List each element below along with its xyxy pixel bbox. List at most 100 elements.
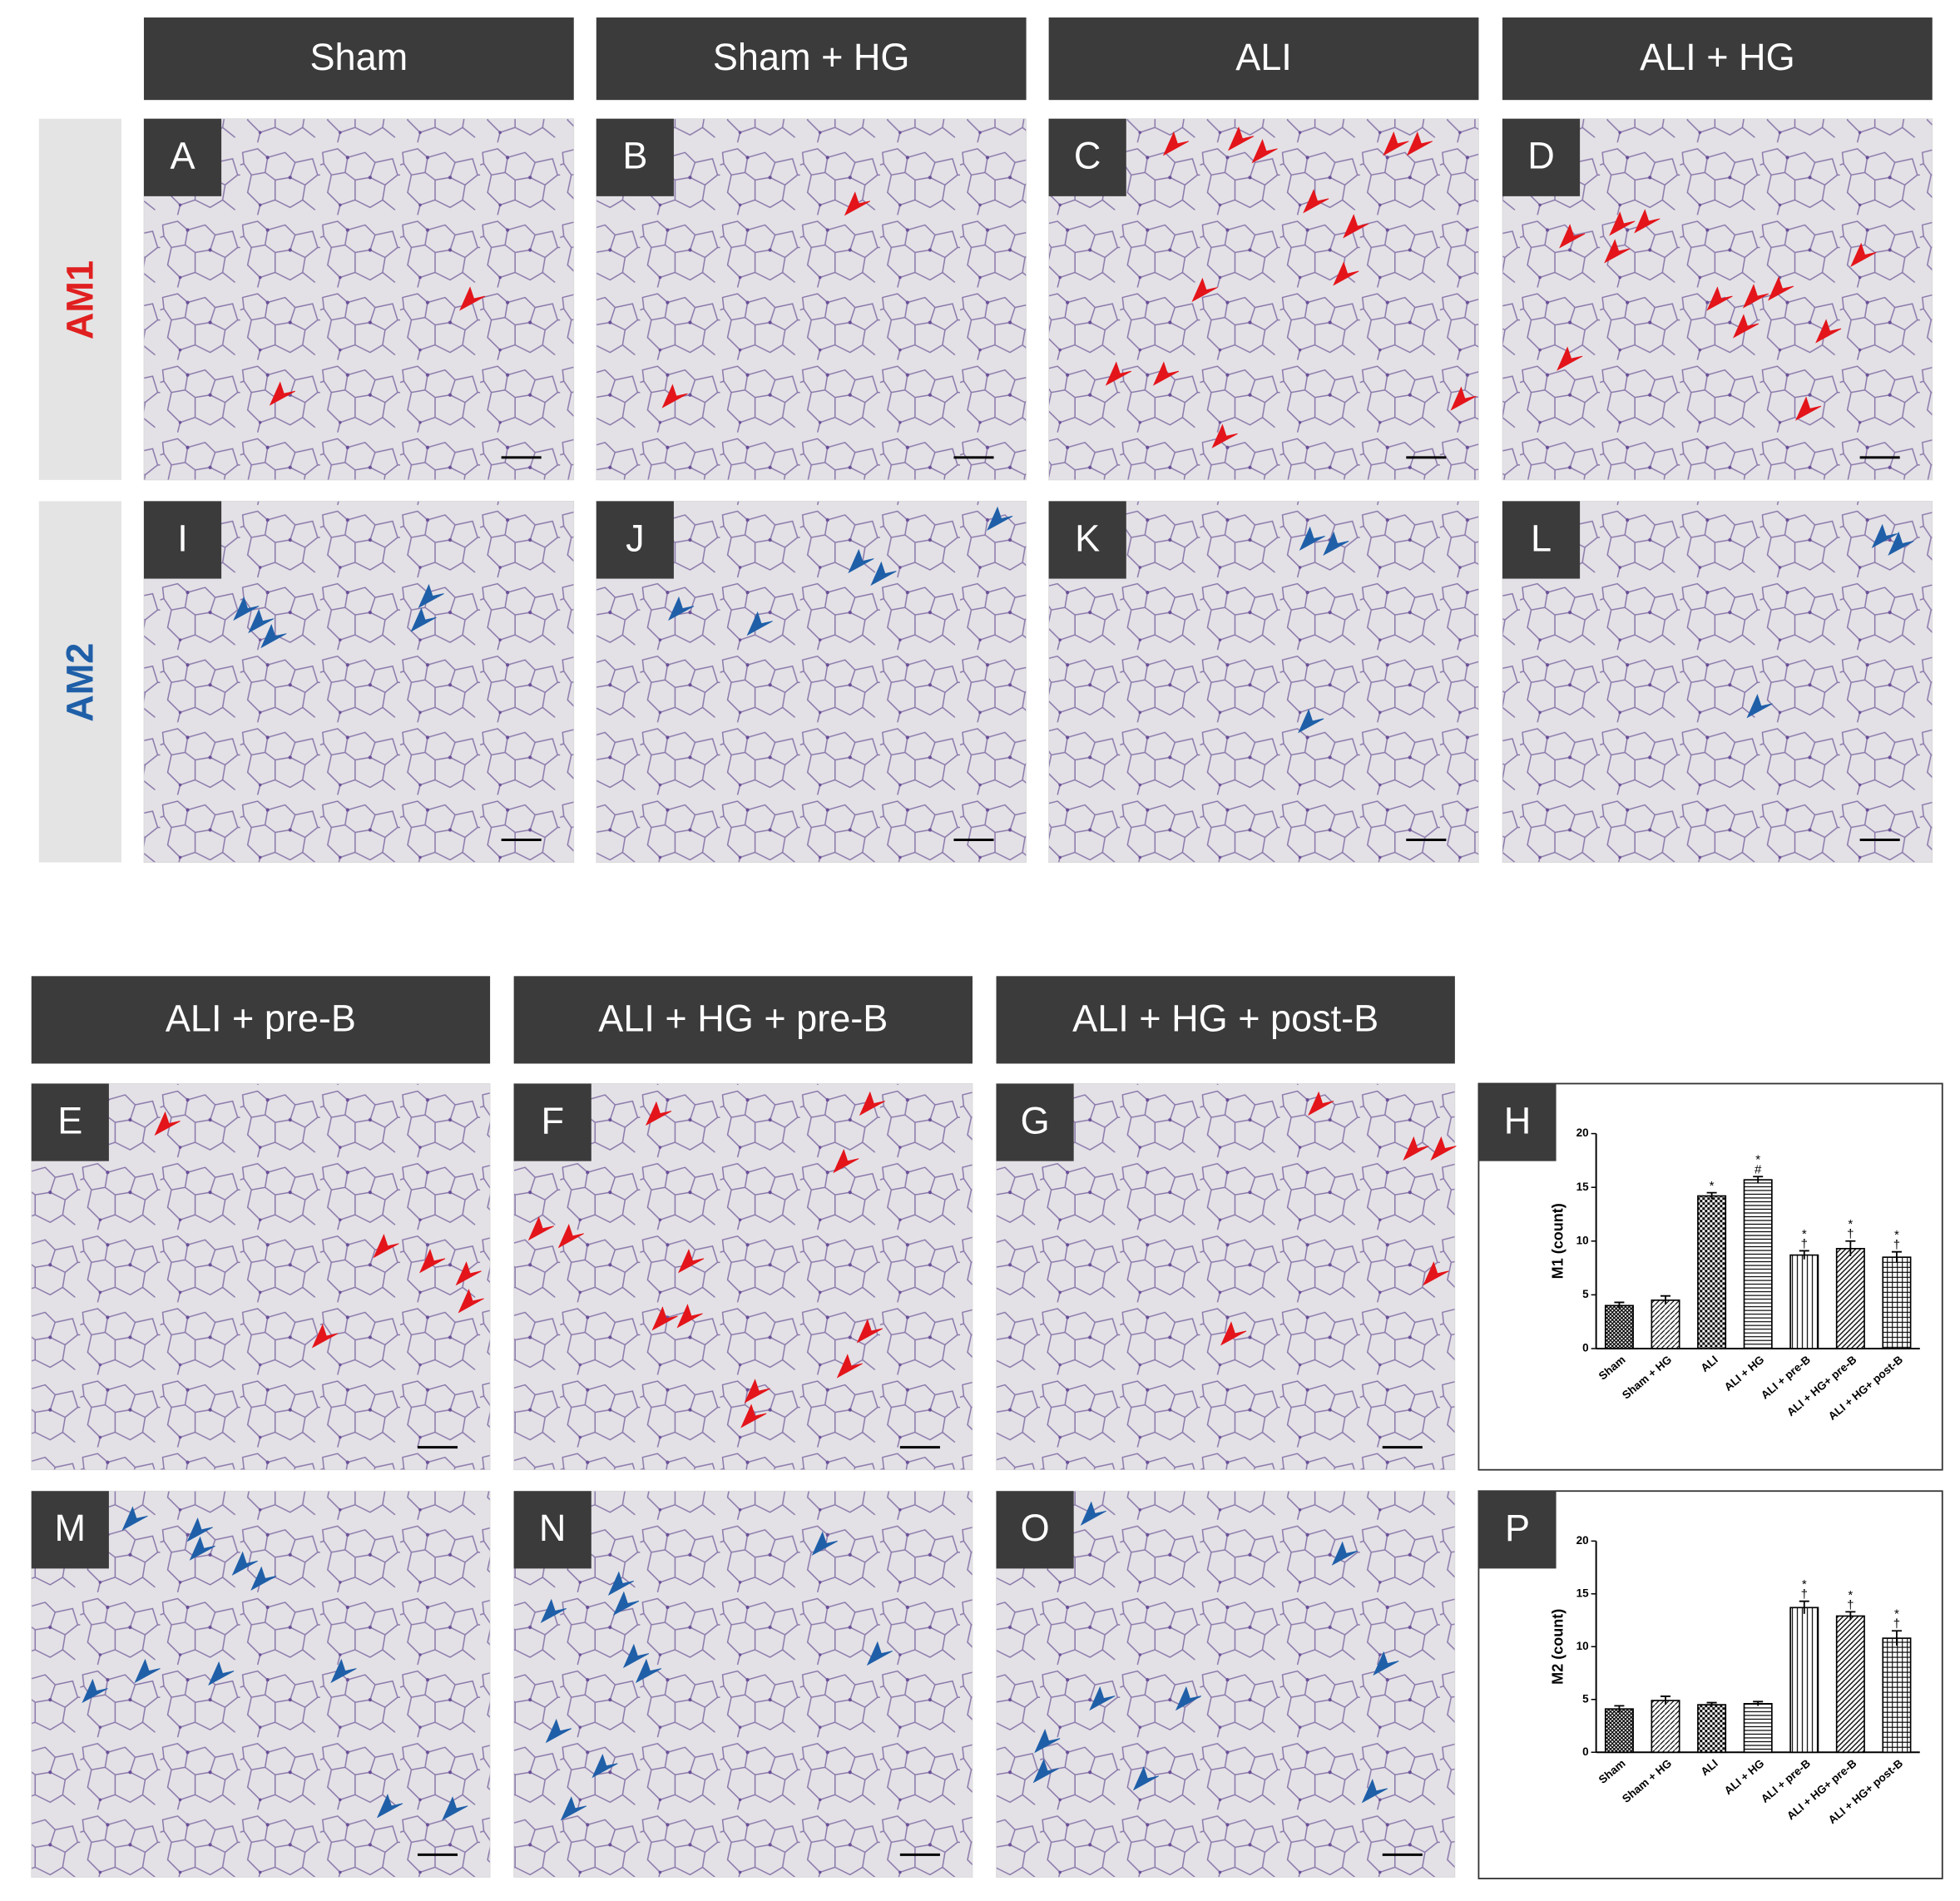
arrowhead bbox=[376, 1794, 403, 1819]
arrowhead bbox=[746, 611, 773, 636]
significance-mark: * bbox=[1848, 1588, 1853, 1602]
column-header bbox=[513, 976, 973, 1064]
arrowhead bbox=[1132, 1766, 1160, 1791]
arrowhead bbox=[607, 1571, 635, 1596]
arrowhead bbox=[373, 1234, 399, 1259]
arrowhead bbox=[330, 1658, 357, 1684]
arrowhead bbox=[1557, 346, 1583, 371]
arrowhead bbox=[1080, 1501, 1106, 1526]
arrowhead bbox=[419, 1249, 446, 1274]
arrowhead bbox=[1850, 242, 1877, 268]
bar bbox=[1835, 1615, 1865, 1754]
arrowhead bbox=[1604, 239, 1631, 264]
panel-letter-box bbox=[1048, 118, 1126, 196]
arrowhead bbox=[459, 286, 486, 311]
arrowhead bbox=[560, 1796, 587, 1821]
bar bbox=[1651, 1700, 1680, 1754]
row-label: AM2 bbox=[58, 643, 101, 722]
arrowhead bbox=[1032, 1758, 1059, 1784]
arrowhead bbox=[1251, 139, 1278, 164]
error-bar bbox=[1845, 1240, 1856, 1256]
error-bar bbox=[1614, 1301, 1625, 1309]
y-tick-label: 10 bbox=[1576, 1640, 1589, 1652]
arrowhead bbox=[311, 1324, 339, 1349]
arrowhead bbox=[540, 1598, 567, 1624]
panel-letter-box bbox=[996, 1491, 1074, 1569]
arrowhead bbox=[1732, 314, 1760, 339]
bar bbox=[1789, 1254, 1819, 1349]
panel-letter: B bbox=[622, 135, 647, 177]
column-header-text: ALI + HG + pre-B bbox=[598, 997, 888, 1039]
bar bbox=[1882, 1637, 1912, 1754]
arrowhead bbox=[836, 1354, 864, 1379]
arrowhead bbox=[410, 607, 437, 632]
arrowhead bbox=[545, 1718, 572, 1744]
y-tick-label: 5 bbox=[1582, 1692, 1589, 1705]
panel-letter: J bbox=[626, 517, 645, 559]
arrowhead bbox=[1034, 1728, 1061, 1754]
error-bar bbox=[1753, 1176, 1764, 1184]
bar bbox=[1743, 1179, 1773, 1349]
arrowhead bbox=[1795, 396, 1822, 421]
arrowhead bbox=[527, 1215, 554, 1241]
error-bar bbox=[1799, 1600, 1809, 1614]
arrowhead bbox=[1450, 386, 1477, 411]
significance-mark: † bbox=[1847, 1598, 1854, 1612]
arrowhead bbox=[233, 596, 260, 621]
arrowhead bbox=[677, 1249, 705, 1274]
arrowhead bbox=[1333, 261, 1359, 286]
arrowhead bbox=[1228, 126, 1255, 151]
arrowhead bbox=[844, 191, 871, 216]
panel-letter: L bbox=[1531, 517, 1552, 559]
arrowhead bbox=[442, 1796, 468, 1821]
arrowhead bbox=[1298, 709, 1324, 734]
column-header bbox=[1048, 17, 1479, 101]
arrowhead bbox=[856, 1319, 883, 1344]
panel-letter-box bbox=[596, 118, 674, 196]
arrowhead bbox=[1303, 189, 1329, 214]
panel-letter-box bbox=[31, 1083, 109, 1161]
arrowhead bbox=[418, 583, 444, 609]
arrowhead bbox=[1871, 523, 1898, 549]
significance-mark: † bbox=[1801, 1237, 1808, 1251]
arrowhead bbox=[667, 596, 695, 621]
significance-mark: † bbox=[1801, 1587, 1808, 1601]
error-bar bbox=[1891, 1630, 1902, 1646]
arrowhead bbox=[1767, 276, 1794, 301]
panel-letter-box bbox=[1478, 1491, 1557, 1569]
panel-letter-box bbox=[1478, 1083, 1557, 1161]
arrowhead bbox=[1746, 694, 1773, 719]
arrowhead bbox=[1220, 1321, 1247, 1346]
panel-letter: E bbox=[57, 1099, 82, 1141]
arrowhead bbox=[1406, 131, 1433, 156]
significance-mark: * bbox=[1894, 1607, 1899, 1621]
bar bbox=[1697, 1704, 1727, 1754]
significance-mark: * bbox=[1710, 1179, 1715, 1193]
arrowhead bbox=[859, 1091, 886, 1116]
arrowhead bbox=[1559, 224, 1586, 249]
arrowhead bbox=[1308, 1091, 1334, 1116]
arrowhead bbox=[866, 1641, 893, 1666]
arrowhead bbox=[134, 1658, 161, 1684]
panel-letter: H bbox=[1504, 1099, 1532, 1141]
arrowhead bbox=[455, 1261, 482, 1286]
arrowhead bbox=[1089, 1686, 1116, 1711]
arrowhead bbox=[1634, 209, 1661, 234]
arrowhead bbox=[458, 1289, 484, 1314]
arrowhead bbox=[661, 384, 688, 408]
bar bbox=[1604, 1304, 1634, 1349]
arrowhead bbox=[1105, 361, 1131, 386]
column-header bbox=[996, 976, 1455, 1064]
arrowhead bbox=[1423, 1261, 1449, 1286]
column-header bbox=[596, 17, 1027, 101]
significance-mark: † bbox=[1847, 1227, 1854, 1241]
row-label-box bbox=[38, 118, 121, 480]
bar bbox=[1789, 1606, 1819, 1754]
arrowhead bbox=[744, 1379, 770, 1403]
arrowhead bbox=[1191, 277, 1218, 303]
panel-letter: F bbox=[541, 1099, 564, 1141]
y-tick-label: 20 bbox=[1576, 1126, 1589, 1139]
error-bar bbox=[1891, 1250, 1902, 1263]
arrowhead bbox=[1343, 214, 1369, 239]
